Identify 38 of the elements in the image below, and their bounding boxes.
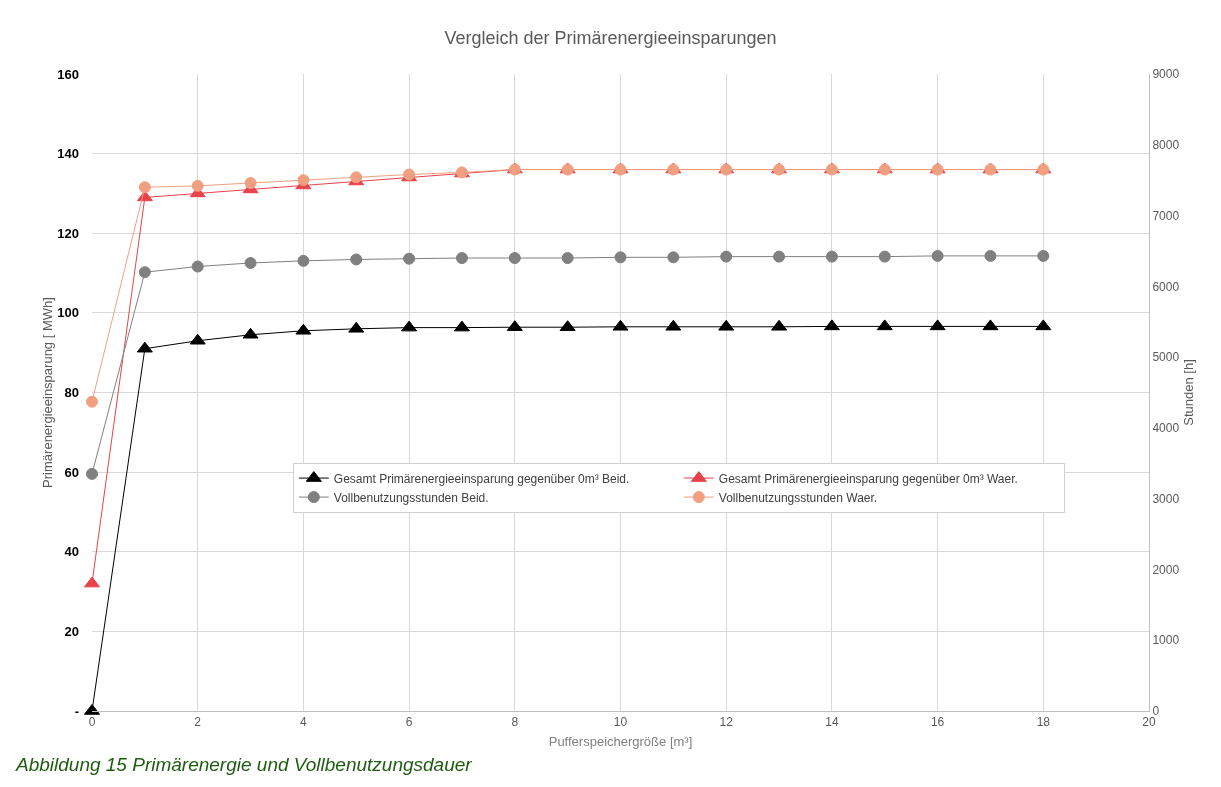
x-tick-label: 14 bbox=[825, 715, 839, 730]
x-tick-label: 20 bbox=[1142, 715, 1156, 730]
y-tick-label: - bbox=[74, 703, 79, 719]
legend-label: Gesamt Primärenergieeinsparung gegenüber 0m³ Beid. bbox=[333, 471, 630, 486]
chart-title: Vergleich der Primärenergieeinsparungen bbox=[444, 28, 777, 49]
x-tick-label: 6 bbox=[405, 715, 413, 730]
y-tick-label: 120 bbox=[57, 225, 79, 241]
x-tick-label: 12 bbox=[719, 715, 734, 730]
x-axis-title: Pufferspeichergröße [m³] bbox=[548, 734, 693, 749]
legend-label: Vollbenutzungsstunden Beid. bbox=[333, 490, 489, 505]
x-tick-label: 0 bbox=[88, 715, 96, 730]
y-tick-label: 80 bbox=[64, 385, 79, 401]
y2-tick-label: 9000 bbox=[1152, 67, 1180, 82]
x-tick-label: 18 bbox=[1036, 715, 1051, 730]
y2-tick-label: 6000 bbox=[1152, 279, 1180, 294]
y-tick-label: 160 bbox=[57, 66, 79, 82]
x-tick-label: 2 bbox=[194, 715, 202, 730]
y2-tick-label: 2000 bbox=[1152, 562, 1180, 577]
x-tick-label: 16 bbox=[930, 715, 945, 730]
y2-tick-label: 8000 bbox=[1152, 137, 1180, 152]
y2-axis-title: Stunden [h] bbox=[1181, 359, 1197, 426]
y2-tick-label: 5000 bbox=[1152, 350, 1180, 365]
y-axis-title: Primärenergieeinsparung [ MWh] bbox=[40, 297, 56, 488]
y2-tick-label: 1000 bbox=[1152, 633, 1180, 648]
text: Abbildung 15 Primärenergie und Vollbenutzungsdauer bbox=[15, 754, 473, 775]
legend-label: Gesamt Primärenergieeinsparung gegenüber 0m³ Waer. bbox=[718, 471, 1018, 486]
y-tick-label: 40 bbox=[64, 544, 79, 560]
y-tick-label: 60 bbox=[64, 464, 79, 480]
legend-label: Vollbenutzungsstunden Waer. bbox=[718, 490, 878, 505]
y2-tick-label: 7000 bbox=[1152, 208, 1180, 223]
y-tick-label: 20 bbox=[64, 623, 79, 639]
y-tick-label: 100 bbox=[57, 305, 79, 321]
x-tick-label: 8 bbox=[511, 715, 519, 730]
y-tick-label: 140 bbox=[57, 146, 79, 162]
y2-tick-label: 4000 bbox=[1152, 421, 1180, 436]
x-tick-label: 10 bbox=[613, 715, 628, 730]
y2-tick-label: 3000 bbox=[1152, 491, 1180, 506]
x-tick-label: 4 bbox=[300, 715, 308, 730]
